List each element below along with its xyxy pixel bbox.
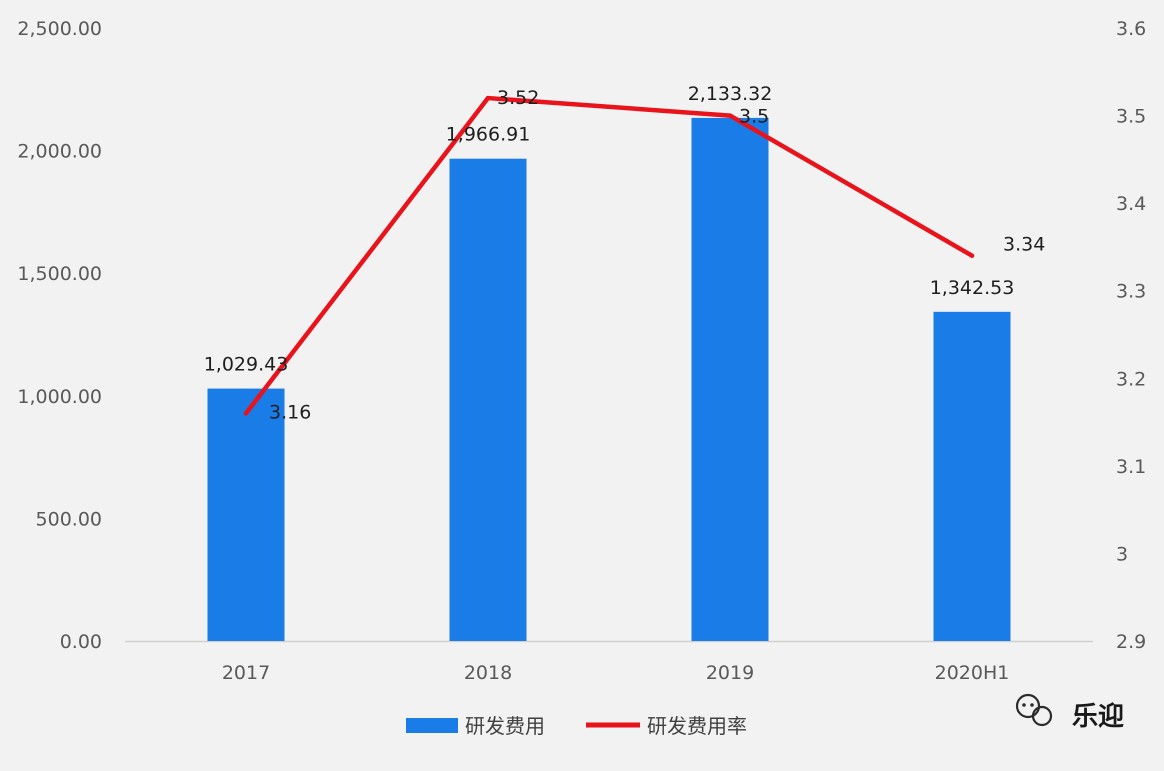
bar-data-label: 1,029.43 xyxy=(204,354,289,376)
x-tick-label: 2017 xyxy=(222,662,270,684)
axis-layer: 0.00 500.00 1,000.00 1,500.00 2,000.00 2,500.… xyxy=(17,18,1146,684)
rate-point xyxy=(485,95,491,101)
rate-point xyxy=(727,113,733,118)
y-left-tick-label: 2,000.00 xyxy=(17,141,102,163)
y-right-tick-label: 3.3 xyxy=(1116,281,1146,303)
line-layer xyxy=(243,95,975,416)
line-data-label: 3.52 xyxy=(497,87,539,109)
y-right-tick-label: 3.5 xyxy=(1116,106,1146,128)
y-right-tick-label: 3.2 xyxy=(1116,368,1146,390)
bar xyxy=(691,117,769,642)
rate-point xyxy=(243,411,249,416)
y-right-tick-label: 3.6 xyxy=(1116,18,1146,40)
y-right-tick-label: 3 xyxy=(1116,543,1128,565)
bar-data-label: 1,966.91 xyxy=(446,124,531,146)
bar xyxy=(207,388,285,641)
x-tick-label: 2018 xyxy=(464,662,512,684)
bar xyxy=(933,311,1011,641)
legend-label-bar: 研发费用 xyxy=(465,714,545,738)
legend-label-line: 研发费用率 xyxy=(647,714,747,738)
y-right-tick-label: 3.4 xyxy=(1116,193,1146,215)
y-left-tick-label: 1,000.00 xyxy=(17,386,102,408)
bar-data-label: 2,133.32 xyxy=(688,83,773,105)
label-layer: 1,029.43 1,966.91 2,133.32 1,342.53 3.16 3.52… xyxy=(204,83,1046,423)
rate-line xyxy=(243,95,975,416)
wechat-icon xyxy=(1015,693,1053,727)
line-data-label: 3.34 xyxy=(1003,234,1045,256)
x-tick-label: 2019 xyxy=(706,662,754,684)
y-right-tick-label: 2.9 xyxy=(1116,631,1146,653)
bar-data-label: 1,342.53 xyxy=(930,277,1015,299)
legend-swatch-bar xyxy=(406,718,458,733)
rate-point xyxy=(969,253,975,258)
bar-layer xyxy=(207,117,1011,642)
y-left-tick-label: 1,500.00 xyxy=(17,263,102,285)
line-data-label: 3.16 xyxy=(269,401,311,423)
y-left-tick-label: 2,500.00 xyxy=(17,18,102,40)
y-right-tick-label: 3.1 xyxy=(1116,456,1146,478)
legend: 研发费用 研发费用率 xyxy=(406,714,747,738)
watermark-text: 乐迎 xyxy=(1072,701,1124,732)
x-tick-label: 2020H1 xyxy=(935,662,1010,684)
bar xyxy=(449,158,527,641)
watermark: 乐迎 xyxy=(1015,693,1124,732)
y-left-tick-label: 0.00 xyxy=(60,631,102,653)
line-data-label: 3.5 xyxy=(739,106,769,128)
y-left-tick-label: 500.00 xyxy=(36,508,102,530)
